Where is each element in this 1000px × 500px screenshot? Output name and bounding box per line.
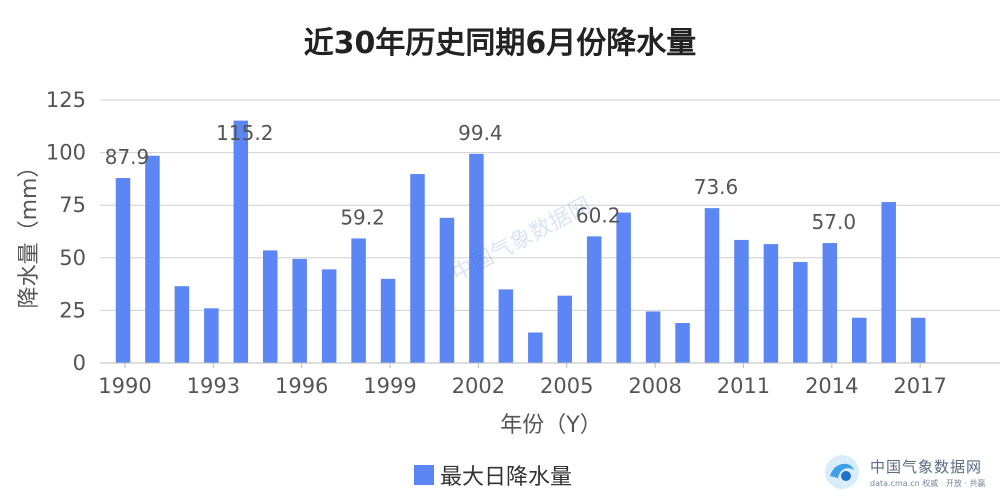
bar-2000 [410,174,425,363]
data-label-2014: 57.0 [812,210,857,234]
y-tick-label-125: 125 [46,88,86,112]
bar-2001 [439,217,455,363]
bar-2009 [675,323,690,363]
bar-2014 [822,243,838,363]
y-tick-label-75: 75 [59,193,86,217]
x-axis-label: 年份（Y） [500,413,601,438]
y-axis-ticks: 0 25 50 75 100 125 [46,88,86,375]
bar-2005 [557,295,572,363]
data-label-2006: 60.2 [576,203,621,227]
bar-2011 [734,239,749,363]
bar-2017 [910,317,926,363]
watermark-sub: data.cma.cn 权威 · 开放 · 共赢 [870,479,986,488]
bar-2012 [763,244,779,363]
bar-1992 [174,286,190,363]
x-tick-label-2008: 2008 [628,374,681,398]
bar-2008 [645,311,661,363]
watermark-name: 中国气象数据网 [870,458,983,476]
x-tick-label-2017: 2017 [893,374,946,398]
x-tick-label-1999: 1999 [363,374,416,398]
chart-title: 近30年历史同期6月份降水量 [303,26,697,61]
bar-2016 [881,202,896,363]
x-tick-label-1990: 1990 [98,374,151,398]
x-axis-ticks: 1990 1993 1996 1999 2002 2005 2008 2011 2014 2017 [98,363,947,398]
cma-logo-icon [825,455,859,489]
y-tick-label-25: 25 [59,298,86,322]
data-label-2010: 73.6 [694,175,739,199]
bar-1997 [321,269,337,363]
data-label-1994: 115.2 [216,121,273,145]
bar-2010 [704,208,720,363]
bar-2002 [469,153,484,363]
y-tick-label-100: 100 [46,141,86,165]
legend-label: 最大日降水量 [440,465,573,490]
y-tick-label-0: 0 [73,351,86,375]
bar-1996 [292,258,307,363]
cma-watermark: 中国气象数据网 data.cma.cn 权威 · 开放 · 共赢 [822,452,992,496]
bar-1995 [263,250,278,363]
data-label-1998: 59.2 [340,205,385,229]
bars [115,120,926,363]
bar-1991 [145,155,160,363]
x-tick-label-2011: 2011 [717,374,770,398]
legend: 最大日降水量 [414,459,572,491]
bar-1999 [380,278,396,363]
x-tick-label-2014: 2014 [805,374,858,398]
bar-2015 [852,317,867,363]
x-tick-label-1996: 1996 [275,374,328,398]
bar-2007 [616,212,631,363]
bar-2003 [498,289,514,363]
data-label-2002: 99.4 [458,121,503,145]
bar-2013 [793,262,808,363]
bar-1990 [115,178,131,363]
y-axis-label: 降水量（mm） [17,156,42,309]
data-label-1990: 87.9 [105,145,150,169]
x-tick-label-2005: 2005 [540,374,593,398]
data-labels: 87.9 115.2 59.2 99.4 60.2 73.6 57.0 [105,121,856,234]
bar-1998 [351,238,366,363]
y-tick-label-50: 50 [59,246,86,270]
bar-1994 [233,120,249,363]
grid-lines [100,99,1000,311]
bar-2006 [586,236,602,363]
legend-swatch [414,465,434,485]
bar-1993 [204,308,219,363]
x-tick-label-2002: 2002 [452,374,505,398]
x-tick-label-1993: 1993 [187,374,240,398]
bar-2004 [528,332,543,363]
